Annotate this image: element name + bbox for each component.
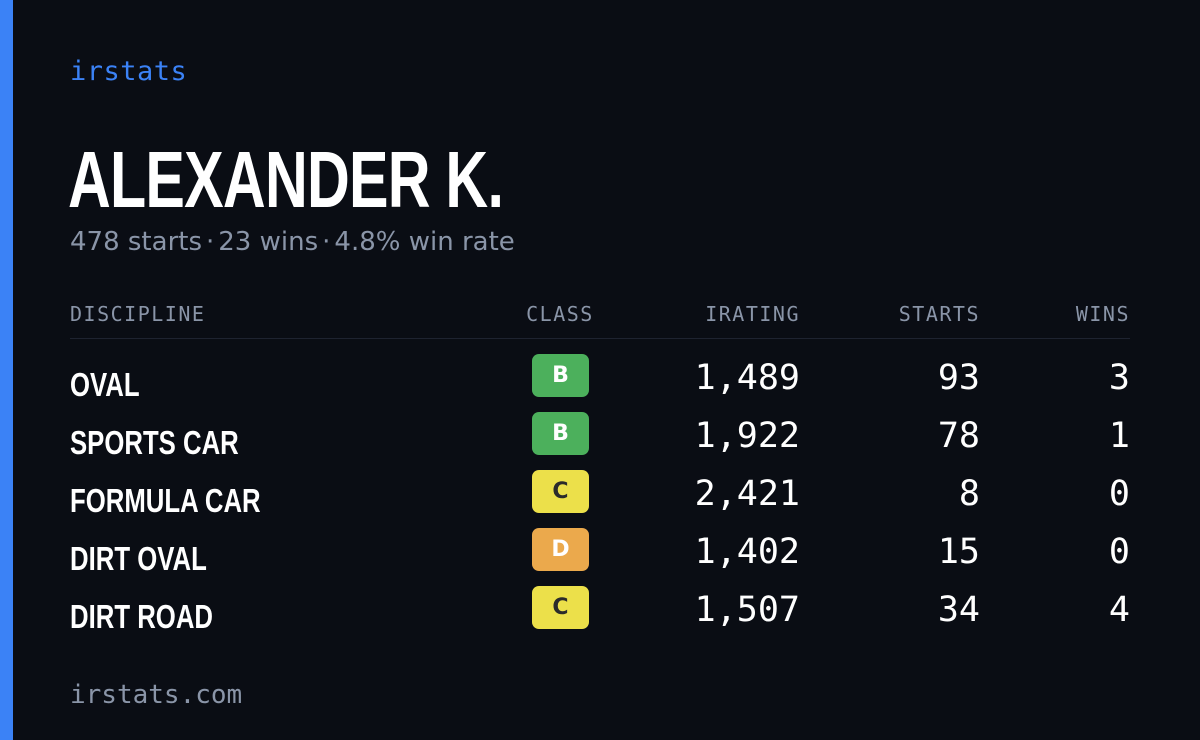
table-row: FORMULA CAR C 2,421 8 0 <box>70 464 1130 522</box>
footer-url: irstats.com <box>70 680 243 710</box>
class-badge: C <box>532 586 589 629</box>
starts-value: 34 <box>937 590 980 630</box>
class-badge: B <box>532 354 589 397</box>
table-header: DISCIPLINE CLASS IRATING STARTS WINS <box>70 300 1130 339</box>
table-row: OVAL B 1,489 93 3 <box>70 348 1130 406</box>
irating-value: 2,421 <box>694 474 800 514</box>
irating-value: 1,922 <box>694 416 800 456</box>
wins-value: 4 <box>1108 590 1130 630</box>
wins-value: 0 <box>1108 474 1130 514</box>
table-row: DIRT ROAD C 1,507 34 4 <box>70 580 1130 638</box>
wins-value: 0 <box>1108 532 1130 572</box>
table-row: SPORTS CAR B 1,922 78 1 <box>70 406 1130 464</box>
starts-total: 478 starts <box>70 227 202 257</box>
header-class: CLASS <box>526 302 594 326</box>
class-badge: D <box>532 528 589 571</box>
header-discipline: DISCIPLINE <box>70 302 206 326</box>
irating-value: 1,402 <box>694 532 800 572</box>
irating-value: 1,507 <box>694 590 800 630</box>
header-starts: STARTS <box>898 302 980 326</box>
header-wins: WINS <box>1075 302 1130 326</box>
brand-logo-text: irstats <box>70 56 188 87</box>
driver-summary: 478 starts · 23 wins · 4.8% win rate <box>70 227 515 257</box>
separator-dot: · <box>322 227 331 257</box>
starts-value: 78 <box>937 416 980 456</box>
class-badge: B <box>532 412 589 455</box>
discipline-name: DIRT ROAD <box>70 598 213 635</box>
discipline-name: FORMULA CAR <box>70 482 261 519</box>
wins-value: 3 <box>1108 358 1130 398</box>
wins-total: 23 wins <box>218 227 319 257</box>
separator-dot: · <box>206 227 215 257</box>
header-irating: IRATING <box>705 302 800 326</box>
discipline-table: OVAL B 1,489 93 3 SPORTS CAR B 1,922 78 … <box>70 348 1130 638</box>
starts-value: 8 <box>958 474 980 514</box>
wins-value: 1 <box>1108 416 1130 456</box>
starts-value: 93 <box>937 358 980 398</box>
starts-value: 15 <box>937 532 980 572</box>
table-row: DIRT OVAL D 1,402 15 0 <box>70 522 1130 580</box>
class-badge: C <box>532 470 589 513</box>
irating-value: 1,489 <box>694 358 800 398</box>
discipline-name: OVAL <box>70 366 140 403</box>
win-rate: 4.8% win rate <box>334 227 515 257</box>
discipline-name: DIRT OVAL <box>70 540 207 577</box>
discipline-name: SPORTS CAR <box>70 424 239 461</box>
driver-name: ALEXANDER K. <box>68 135 504 224</box>
accent-bar <box>0 0 13 740</box>
